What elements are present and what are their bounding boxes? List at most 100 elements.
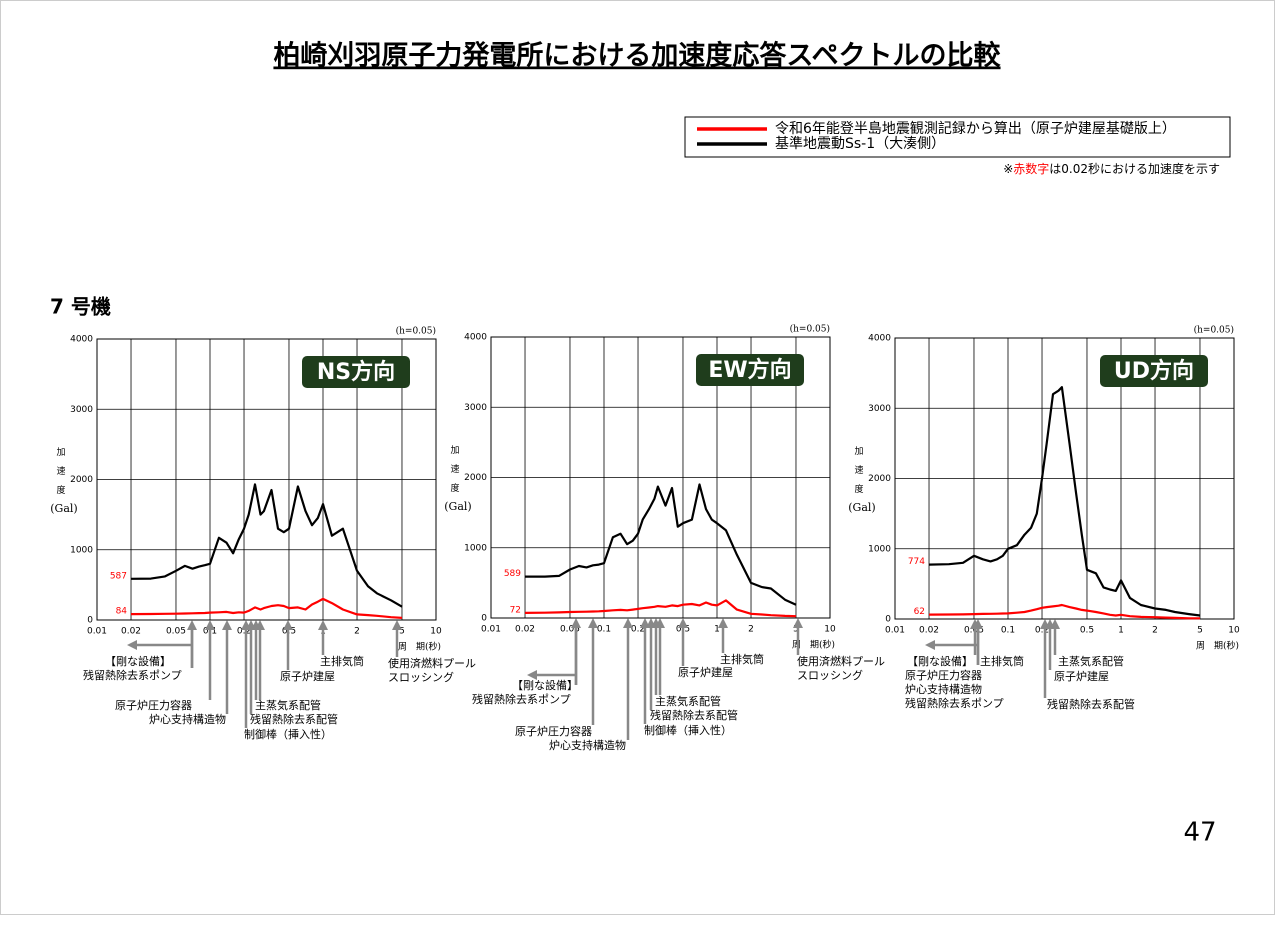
- page-number: 47: [1183, 818, 1216, 848]
- annotation-label: 残留熱除去系ポンプ: [905, 696, 1004, 710]
- x-tick-label: 1: [714, 625, 720, 635]
- series-line: [130, 597, 403, 619]
- x-tick-label: 10: [1228, 626, 1240, 636]
- x-axis-label: 周 期(秒): [1196, 640, 1239, 652]
- y-tick-label: 3000: [464, 403, 487, 413]
- value-label: 774: [908, 557, 925, 567]
- x-tick-label: 0.2: [631, 625, 645, 635]
- note-rest: は0.02秒における加速度を示す: [1049, 161, 1220, 176]
- x-tick-label: 10: [824, 625, 836, 635]
- x-tick-label: 0.1: [1001, 626, 1015, 636]
- annotation-label: 原子炉圧力容器: [115, 698, 192, 712]
- x-tick-label: 10: [430, 627, 442, 637]
- y-axis-unit: (Gal): [848, 501, 875, 514]
- annotation-label: 残留熱除去系配管: [650, 708, 738, 722]
- annotation-label: 【剛な設備】: [105, 654, 171, 668]
- annotation-label: スロッシング: [797, 668, 863, 682]
- y-tick-label: 2000: [70, 475, 93, 485]
- y-tick-label: 1000: [868, 544, 891, 554]
- annotation-label: 主蒸気系配管: [1058, 654, 1124, 668]
- y-axis-unit: (Gal): [50, 502, 77, 515]
- chart-title: UD方向: [1114, 358, 1194, 384]
- y-tick-label: 2000: [464, 473, 487, 483]
- series-line: [928, 603, 1200, 620]
- value-label: 589: [504, 569, 521, 579]
- y-tick-label: 2000: [868, 474, 891, 484]
- annotation-label: 使用済燃料プール: [388, 656, 476, 670]
- annotation-label: 主蒸気系配管: [655, 694, 721, 708]
- chart-title-box: [1100, 355, 1208, 387]
- plot-frame: [894, 337, 1235, 620]
- y-tick-label: 1000: [70, 545, 93, 555]
- x-tick-label: 1: [1118, 626, 1124, 636]
- note-highlight: 赤数字: [1013, 161, 1049, 176]
- x-tick-label: 0.05: [560, 625, 580, 635]
- series-line: [525, 483, 797, 606]
- y-axis-unit: (Gal): [444, 500, 471, 513]
- y-tick-label: 3000: [70, 405, 93, 415]
- legend-label: 基準地震動Ss-1（大湊側）: [775, 135, 945, 152]
- x-tick-label: 2: [354, 627, 360, 637]
- x-tick-label: 0.02: [919, 626, 939, 636]
- y-tick-label: 4000: [868, 334, 891, 344]
- annotation-label: 主排気筒: [320, 654, 364, 668]
- y-tick-label: 4000: [464, 333, 487, 343]
- x-tick-label: 5: [1197, 626, 1203, 636]
- series-line: [928, 386, 1201, 617]
- annotation-label: 残留熱除去系ポンプ: [83, 668, 182, 682]
- x-tick-label: 2: [1152, 626, 1158, 636]
- annotation-label: 原子炉圧力容器: [905, 668, 982, 682]
- annotation-label: 残留熱除去系ポンプ: [472, 692, 571, 706]
- y-tick-label: 3000: [868, 404, 891, 414]
- damping-label: (h=0.05): [396, 326, 436, 337]
- x-tick-label: 5: [793, 625, 799, 635]
- annotation-label: 制御棒（挿入性）: [644, 723, 732, 737]
- annotation-label: 主蒸気系配管: [255, 698, 321, 712]
- x-tick-label: 2: [748, 625, 754, 635]
- chart-title: EW方向: [708, 357, 791, 383]
- x-axis-label: 周 期(秒): [398, 641, 441, 653]
- annotation-label: スロッシング: [388, 670, 454, 684]
- x-tick-label: 0.01: [87, 627, 107, 637]
- chart: 010002000300040000.010.020.050.10.20.512…: [848, 325, 1240, 712]
- legend-box: [684, 116, 1231, 158]
- x-tick-label: 0.02: [121, 627, 141, 637]
- annotation-label: 原子炉圧力容器: [515, 724, 592, 738]
- x-tick-label: 0.02: [515, 625, 535, 635]
- annotation-label: 制御棒（挿入性）: [244, 727, 332, 741]
- plot-frame: [96, 338, 437, 621]
- series-line: [130, 483, 403, 608]
- annotation-label: 炉心支持構造物: [549, 738, 626, 752]
- unit-label: 7 号機: [50, 295, 111, 319]
- annotation-label: 残留熱除去系配管: [250, 712, 338, 726]
- note: ※赤数字は0.02秒における加速度を示す: [1003, 161, 1220, 176]
- x-tick-label: 0.5: [1080, 626, 1094, 636]
- annotation-label: 残留熱除去系配管: [1047, 697, 1135, 711]
- y-tick-label: 1000: [464, 543, 487, 553]
- y-tick-label: 0: [481, 614, 487, 624]
- damping-label: (h=0.05): [790, 324, 830, 335]
- y-axis-label: 加速度: [853, 446, 864, 503]
- chart: 010002000300040000.010.020.050.10.20.512…: [50, 326, 476, 742]
- x-tick-label: 0.2: [237, 627, 251, 637]
- x-tick-label: 0.01: [885, 626, 905, 636]
- value-label: 62: [914, 607, 925, 617]
- annotation-label: 主排気筒: [980, 654, 1024, 668]
- annotation-label: 炉心支持構造物: [905, 682, 982, 696]
- x-tick-label: 0.01: [481, 625, 501, 635]
- value-label: 72: [510, 605, 521, 615]
- annotation-label: 原子炉建屋: [1054, 669, 1109, 683]
- y-tick-label: 0: [87, 616, 93, 626]
- annotation-label: 主排気筒: [720, 652, 764, 666]
- y-axis-label: 加速度: [55, 447, 66, 504]
- annotation-label: 【剛な設備】: [512, 678, 578, 692]
- legend-label: 令和6年能登半島地震観測記録から算出（原子炉建屋基礎版上）: [775, 120, 1176, 137]
- damping-label: (h=0.05): [1194, 325, 1234, 336]
- annotation-label: 原子炉建屋: [678, 665, 733, 679]
- x-tick-label: 5: [399, 627, 405, 637]
- chart-title-box: [302, 356, 410, 388]
- y-axis-label: 加速度: [449, 445, 460, 502]
- x-axis-label: 周 期(秒): [792, 639, 835, 651]
